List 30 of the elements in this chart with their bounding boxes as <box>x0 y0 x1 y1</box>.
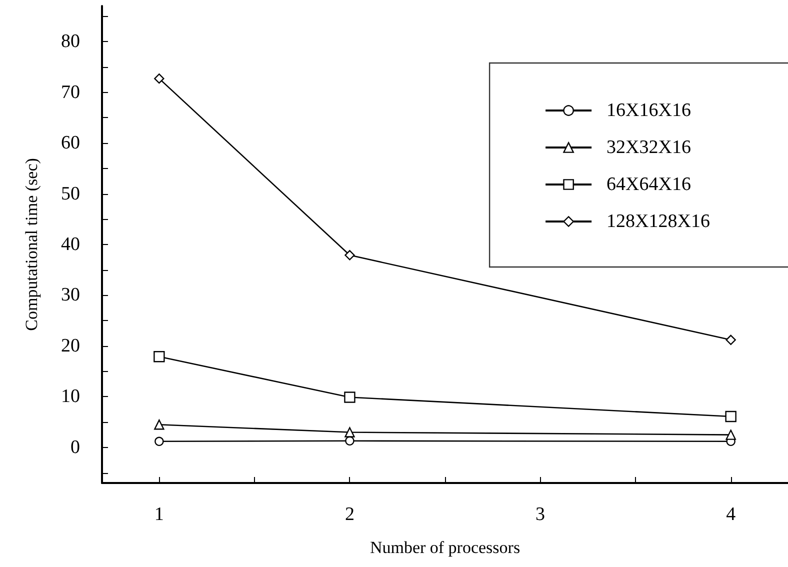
point <box>726 334 736 345</box>
legend-label: 64X64X16 <box>606 174 692 195</box>
point <box>154 436 164 446</box>
legend-label: 32X32X16 <box>606 137 692 158</box>
x-tick-label: 4 <box>726 504 736 525</box>
y-tick-label: 60 <box>61 132 80 154</box>
y-tick-label: 10 <box>61 386 80 408</box>
point <box>345 436 354 446</box>
legend-label: 16X16X16 <box>606 100 692 121</box>
point <box>344 392 356 403</box>
y-tick-label: 40 <box>61 234 80 255</box>
x-tick-label: 3 <box>536 504 546 525</box>
x-axis-title: Number of processors <box>370 538 520 557</box>
point <box>154 420 164 430</box>
y-axis-title: Computational time (sec) <box>22 158 41 331</box>
y-tick-label: 80 <box>61 31 80 52</box>
point <box>726 430 736 440</box>
y-tick-label: 30 <box>61 284 80 306</box>
y-tick-label: 70 <box>61 82 80 103</box>
y-tick-label: 20 <box>61 335 80 356</box>
x-tick-label: 2 <box>344 504 354 525</box>
point <box>344 427 355 438</box>
point <box>725 410 736 422</box>
y-tick-label: 0 <box>70 436 80 458</box>
y-tick-label: 50 <box>61 183 80 204</box>
point <box>154 73 164 84</box>
legend-label: 128X128X16 <box>606 211 710 232</box>
point <box>154 351 165 362</box>
point <box>344 250 355 260</box>
x-tick-label: 1 <box>154 504 164 525</box>
